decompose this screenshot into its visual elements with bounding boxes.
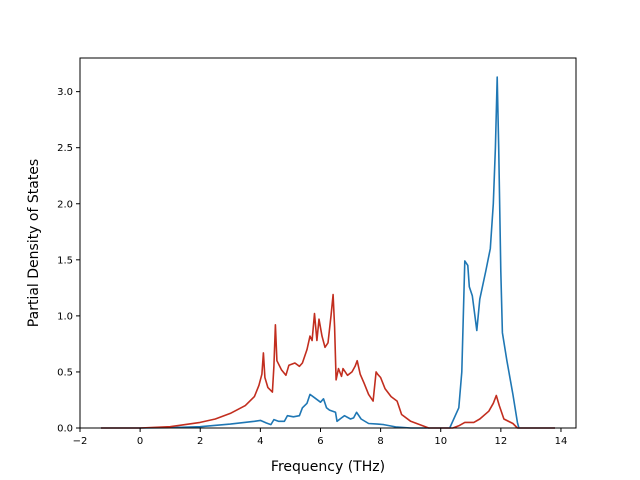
x-tick-label: 14 xyxy=(555,436,568,447)
x-axis-ticks: −2 0 2 4 6 8 10 12 14 xyxy=(73,428,568,447)
y-tick-label: 3.0 xyxy=(57,87,73,98)
y-tick-label: 2.5 xyxy=(57,143,73,154)
x-tick-label: −2 xyxy=(73,436,88,447)
y-tick-label: 0.0 xyxy=(57,424,73,435)
x-tick-label: 10 xyxy=(434,436,447,447)
series-line-2 xyxy=(101,293,555,429)
x-tick-label: 8 xyxy=(377,436,383,447)
plot-frame xyxy=(79,57,577,429)
y-tick-label: 1.0 xyxy=(57,311,73,322)
series-line-1 xyxy=(101,76,555,429)
x-tick-label: 0 xyxy=(137,436,143,447)
x-tick-label: 2 xyxy=(197,436,203,447)
y-axis-title: Partial Density of States xyxy=(26,159,42,327)
x-tick-label: 12 xyxy=(494,436,507,447)
series-layer xyxy=(101,76,555,429)
y-tick-label: 0.5 xyxy=(57,367,73,378)
x-tick-label: 6 xyxy=(317,436,323,447)
x-axis-title: Frequency (THz) xyxy=(271,459,385,475)
x-tick-label: 4 xyxy=(257,436,263,447)
y-tick-label: 1.5 xyxy=(57,255,73,266)
y-axis-ticks: 0.0 0.5 1.0 1.5 2.0 2.5 3.0 xyxy=(57,87,80,435)
y-tick-label: 2.0 xyxy=(57,199,73,210)
